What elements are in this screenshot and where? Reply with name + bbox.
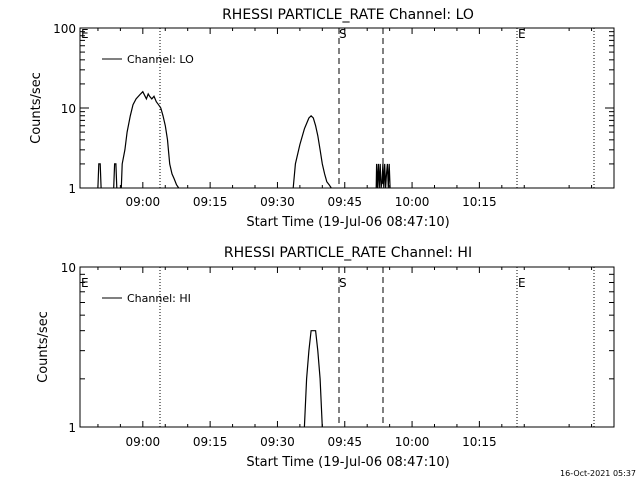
x-tick-label: 10:15 (462, 435, 497, 449)
panel-hi: RHESSI PARTICLE_RATE Channel: HI Counts/… (36, 245, 615, 470)
series-line-lo (97, 90, 391, 189)
annotation-s-hi: S (339, 276, 347, 290)
x-tick-label: 09:15 (193, 435, 228, 449)
x-tick-label: 09:00 (126, 435, 161, 449)
y-tick-label: 100 (53, 22, 76, 36)
annotation-e-left-lo: E (81, 27, 89, 41)
series-line-hi (303, 330, 323, 428)
y-tick-label: 10 (61, 261, 76, 275)
y-axis-label-hi: Counts/sec (36, 311, 51, 383)
panel-lo: RHESSI PARTICLE_RATE Channel: LO Counts/… (29, 7, 615, 230)
legend-label-lo: Channel: LO (127, 53, 194, 66)
x-tick-label: 09:00 (126, 195, 161, 209)
x-tick-label: 09:45 (327, 195, 362, 209)
x-tick-label: 10:15 (462, 195, 497, 209)
annotation-e-right-lo: E (518, 27, 526, 41)
x-tick-label: 10:00 (395, 435, 430, 449)
chart-title-lo: RHESSI PARTICLE_RATE Channel: LO (222, 7, 474, 23)
annotation-s-lo: S (339, 27, 347, 41)
y-tick-label: 10 (61, 102, 76, 116)
x-tick-label: 09:15 (193, 195, 228, 209)
footer-timestamp: 16-Oct-2021 05:37 (560, 469, 636, 478)
x-axis-label-hi: Start Time (19-Jul-06 08:47:10) (246, 455, 449, 470)
annotation-e-left-hi: E (81, 276, 89, 290)
x-tick-label: 09:30 (260, 195, 295, 209)
x-axis-label-lo: Start Time (19-Jul-06 08:47:10) (246, 215, 449, 230)
x-tick-label: 09:30 (260, 435, 295, 449)
annotation-e-right-hi: E (518, 276, 526, 290)
legend-label-hi: Channel: HI (127, 292, 191, 305)
x-tick-label: 10:00 (395, 195, 430, 209)
x-tick-label: 09:45 (327, 435, 362, 449)
y-tick-label: 1 (68, 421, 76, 435)
chart-title-hi: RHESSI PARTICLE_RATE Channel: HI (224, 245, 472, 261)
y-axis-label-lo: Counts/sec (29, 72, 44, 144)
plot-frame-hi (79, 266, 615, 428)
y-tick-label: 1 (68, 182, 76, 196)
